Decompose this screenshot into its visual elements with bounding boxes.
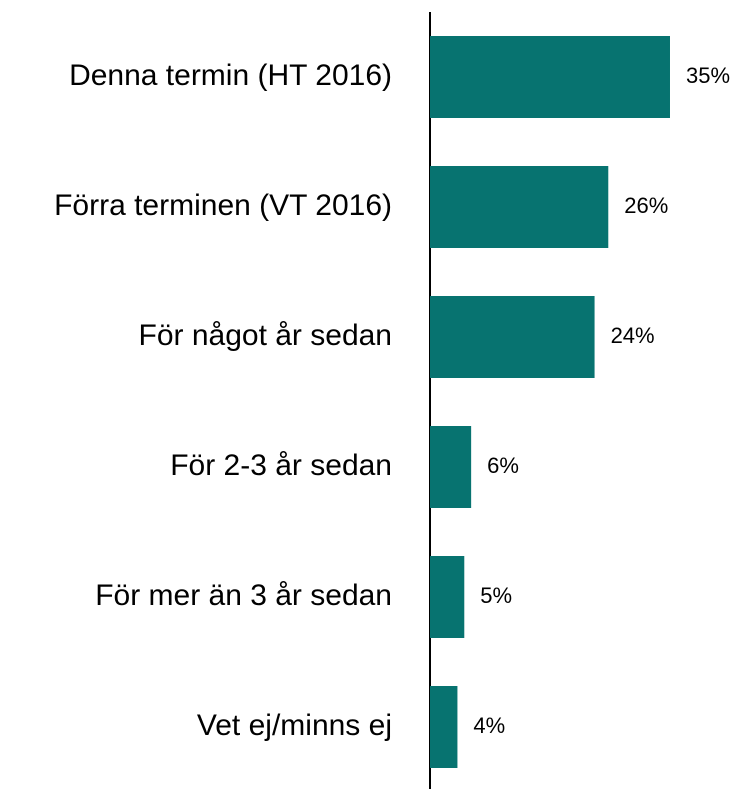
category-label: Denna termin (HT 2016) <box>69 59 392 92</box>
bar <box>430 296 595 378</box>
bar <box>430 426 472 508</box>
value-label: 35% <box>686 63 730 88</box>
bar <box>430 556 465 638</box>
bar <box>430 686 458 768</box>
category-label: Vet ej/minns ej <box>197 709 392 742</box>
category-label: Förra terminen (VT 2016) <box>54 189 392 222</box>
category-label: För något år sedan <box>139 319 393 352</box>
category-label: För 2-3 år sedan <box>170 449 392 482</box>
value-label: 5% <box>480 583 512 608</box>
value-label: 6% <box>487 453 519 478</box>
bar <box>430 36 670 118</box>
value-label: 4% <box>473 713 505 738</box>
value-label: 26% <box>624 193 668 218</box>
value-label: 24% <box>611 323 655 348</box>
bar <box>430 166 609 248</box>
category-label: För mer än 3 år sedan <box>95 579 392 612</box>
